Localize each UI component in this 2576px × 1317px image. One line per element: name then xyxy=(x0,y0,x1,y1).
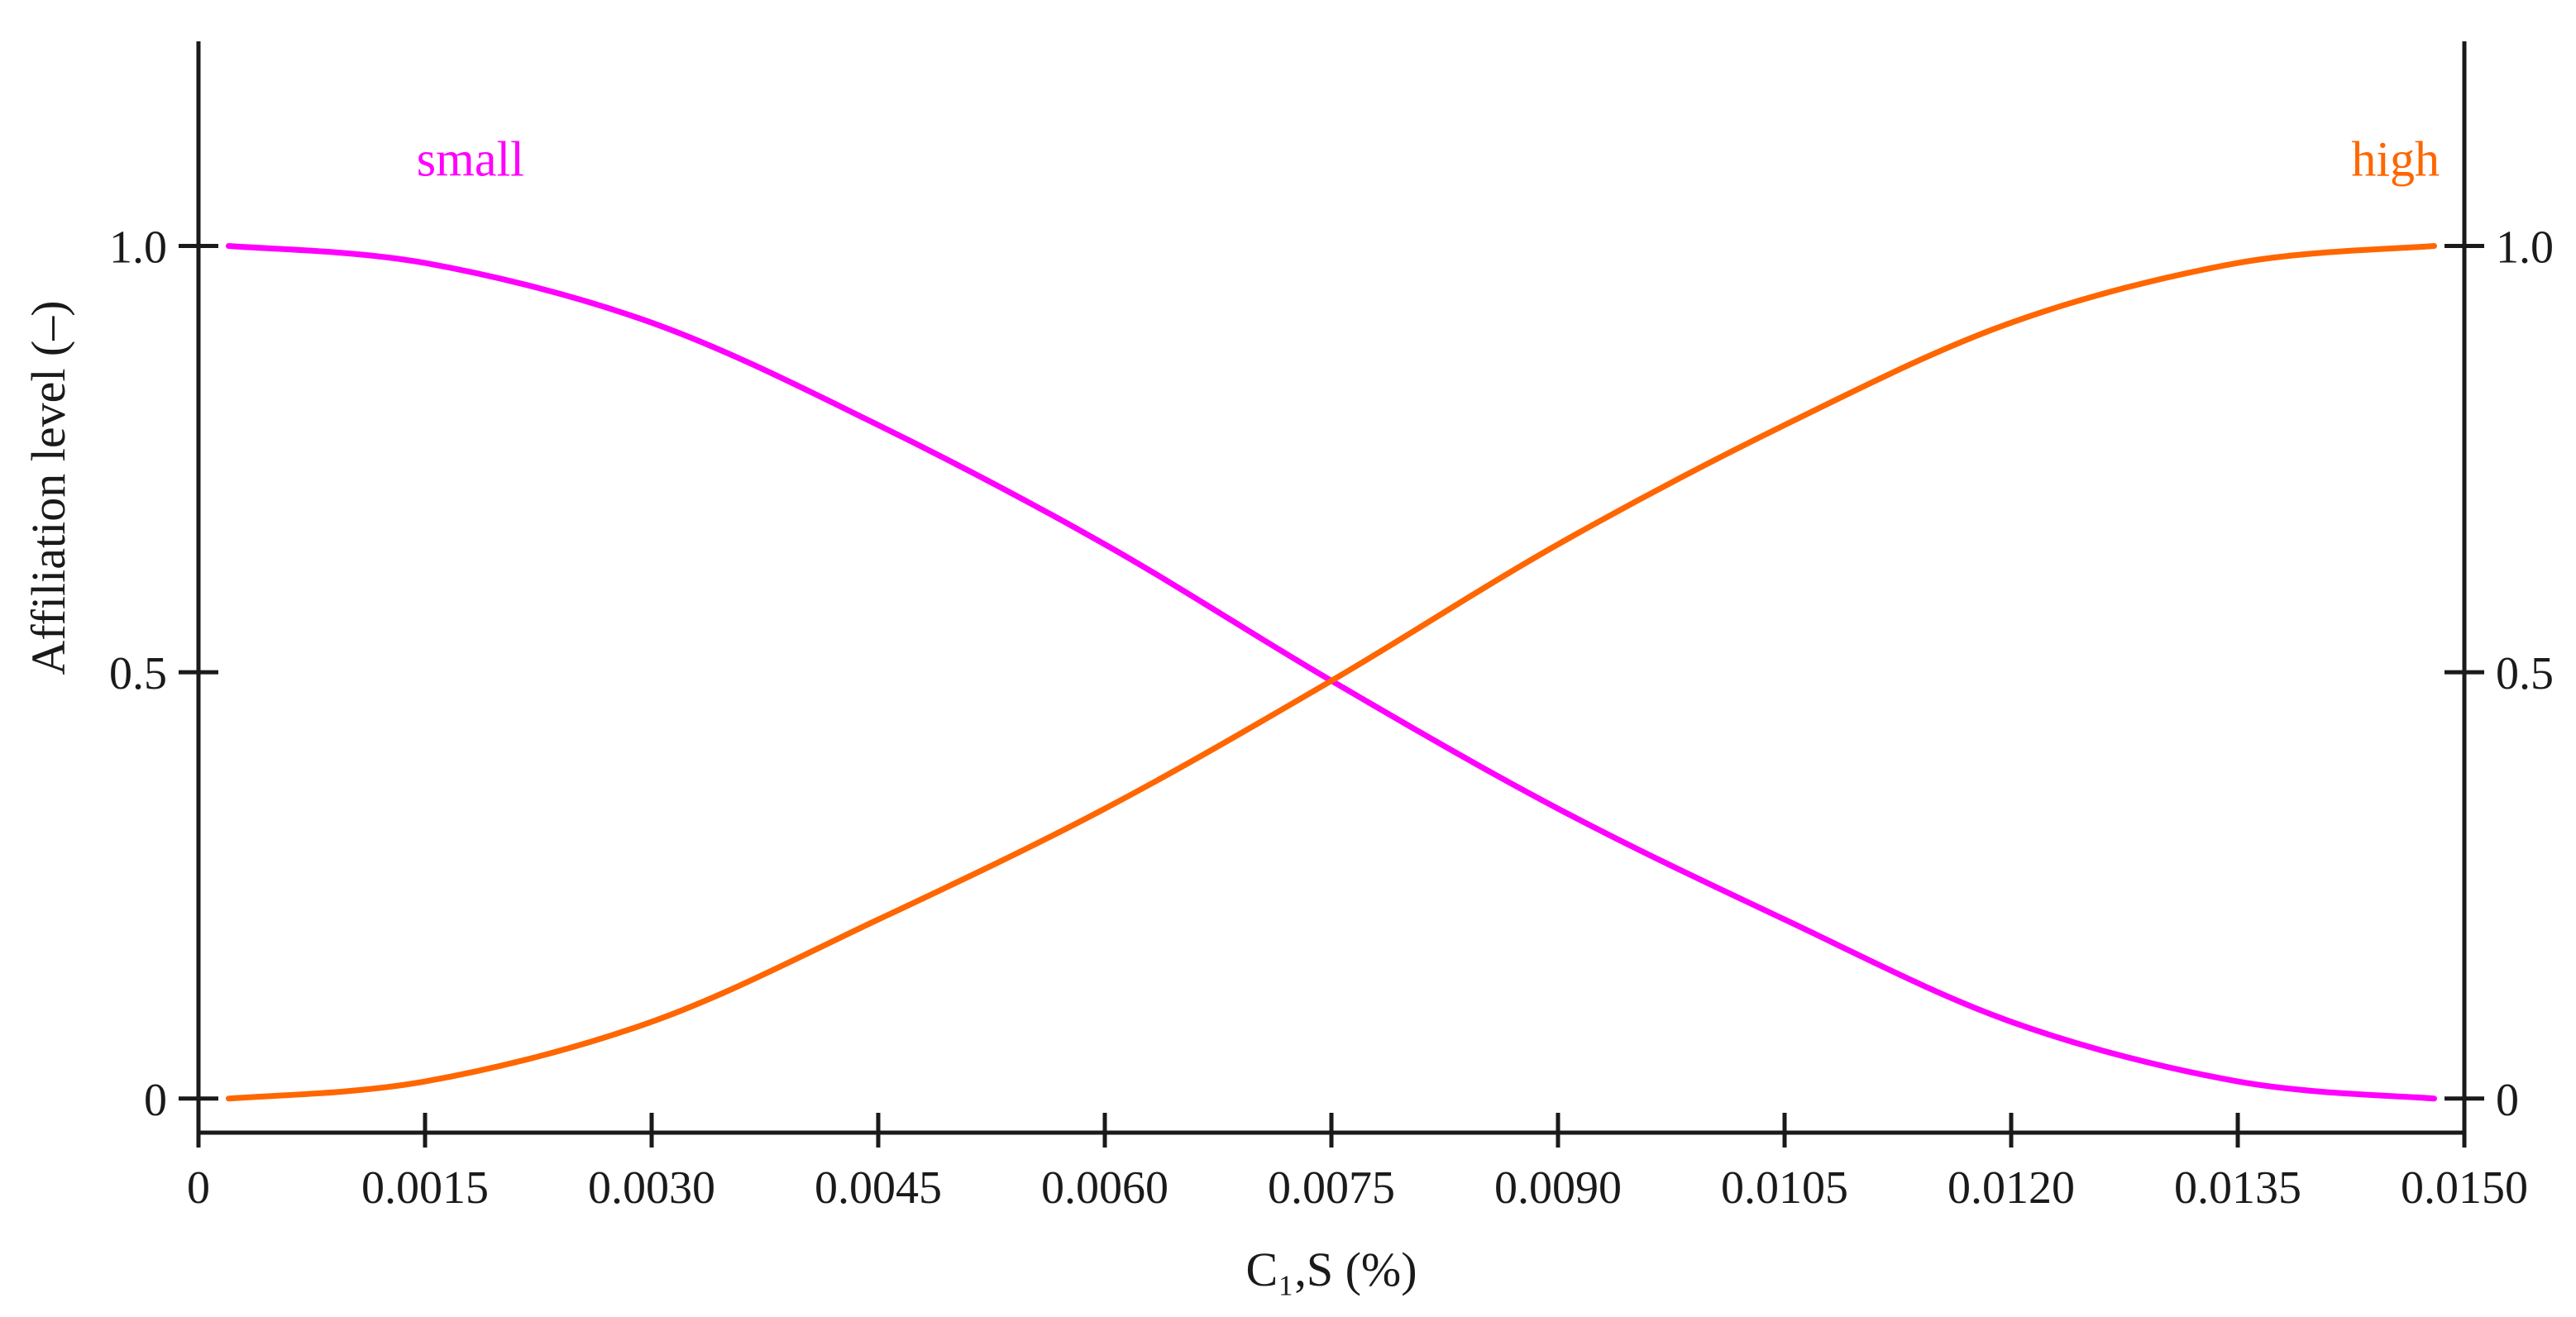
axes xyxy=(196,41,2467,1135)
series-label-high: high xyxy=(2351,131,2440,186)
x-tick-label: 0.0015 xyxy=(361,1162,489,1214)
series-line-small xyxy=(226,243,2437,1102)
x-axis-title: C₁,S (%) xyxy=(1245,1243,1417,1296)
y-tick-label-left: 0.5 xyxy=(109,648,167,699)
y-axis-ticks: 0 0.5 1.0 0 0.5 1.0 xyxy=(109,222,2554,1126)
x-tick-label: 0.0135 xyxy=(2174,1162,2301,1214)
x-tick-label: 0.0105 xyxy=(1721,1162,1848,1214)
x-tick-label: 0.0075 xyxy=(1268,1162,1395,1214)
series-line-high xyxy=(226,243,2437,1102)
series-group: small high xyxy=(226,131,2440,1102)
x-tick-label: 0.0060 xyxy=(1041,1162,1169,1214)
x-tick-label: 0.0045 xyxy=(815,1162,942,1214)
y-tick-label-right: 1.0 xyxy=(2496,222,2554,274)
x-tick-label: 0 xyxy=(187,1162,210,1214)
y-tick-label-left: 1.0 xyxy=(109,222,167,274)
x-tick-label: 0.0150 xyxy=(2401,1162,2528,1214)
series-label-small: small xyxy=(417,131,524,186)
x-tick-label: 0.0090 xyxy=(1494,1162,1622,1214)
x-tick-label: 0.0120 xyxy=(1948,1162,2075,1214)
y-tick-label-right: 0.5 xyxy=(2496,648,2554,699)
y-axis-title: Affiliation level (–) xyxy=(22,300,75,675)
y-tick-label-left: 0 xyxy=(144,1075,167,1126)
x-axis-ticks: 0 0.0015 0.0030 0.0045 0.0060 0.0075 0.0090 0.0… xyxy=(187,1113,2528,1214)
x-tick-label: 0.0030 xyxy=(588,1162,715,1214)
y-tick-label-right: 0 xyxy=(2496,1075,2519,1126)
